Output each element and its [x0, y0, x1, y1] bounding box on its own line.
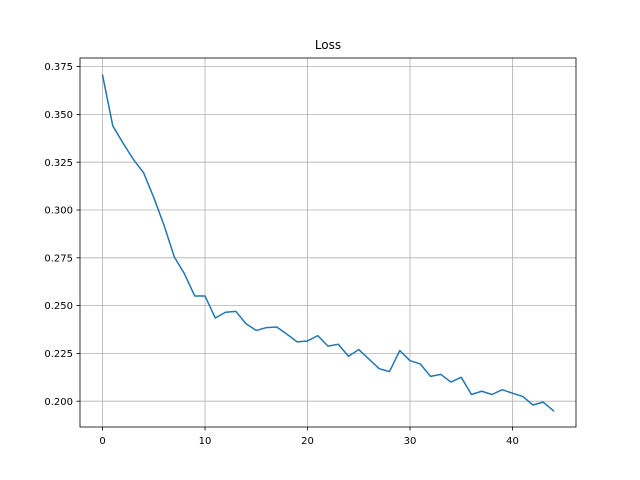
chart-title: Loss — [315, 38, 341, 52]
y-tick-label: 0.200 — [44, 397, 73, 408]
line-layer — [101, 74, 555, 412]
x-tick-label: 10 — [199, 436, 212, 447]
y-tick-label: 0.325 — [44, 158, 73, 169]
axes-frame — [79, 57, 577, 428]
tick-layer: 0 10 20 30 40 0.200 0.225 0.250 0.275 0.300 0.325 0… — [44, 62, 518, 447]
x-tick-label: 40 — [506, 436, 519, 447]
grid-layer — [80, 58, 576, 427]
y-tick-label: 0.300 — [44, 206, 73, 217]
y-tick-label: 0.250 — [44, 301, 73, 312]
x-tick-label: 0 — [99, 436, 105, 447]
y-tick-label: 0.225 — [44, 349, 73, 360]
loss-series-line — [101, 74, 555, 412]
x-tick-label: 30 — [404, 436, 417, 447]
y-tick-label: 0.350 — [44, 110, 73, 121]
y-tick-label: 0.375 — [44, 62, 73, 73]
x-tick-label: 20 — [301, 436, 314, 447]
y-tick-label: 0.275 — [44, 253, 73, 264]
